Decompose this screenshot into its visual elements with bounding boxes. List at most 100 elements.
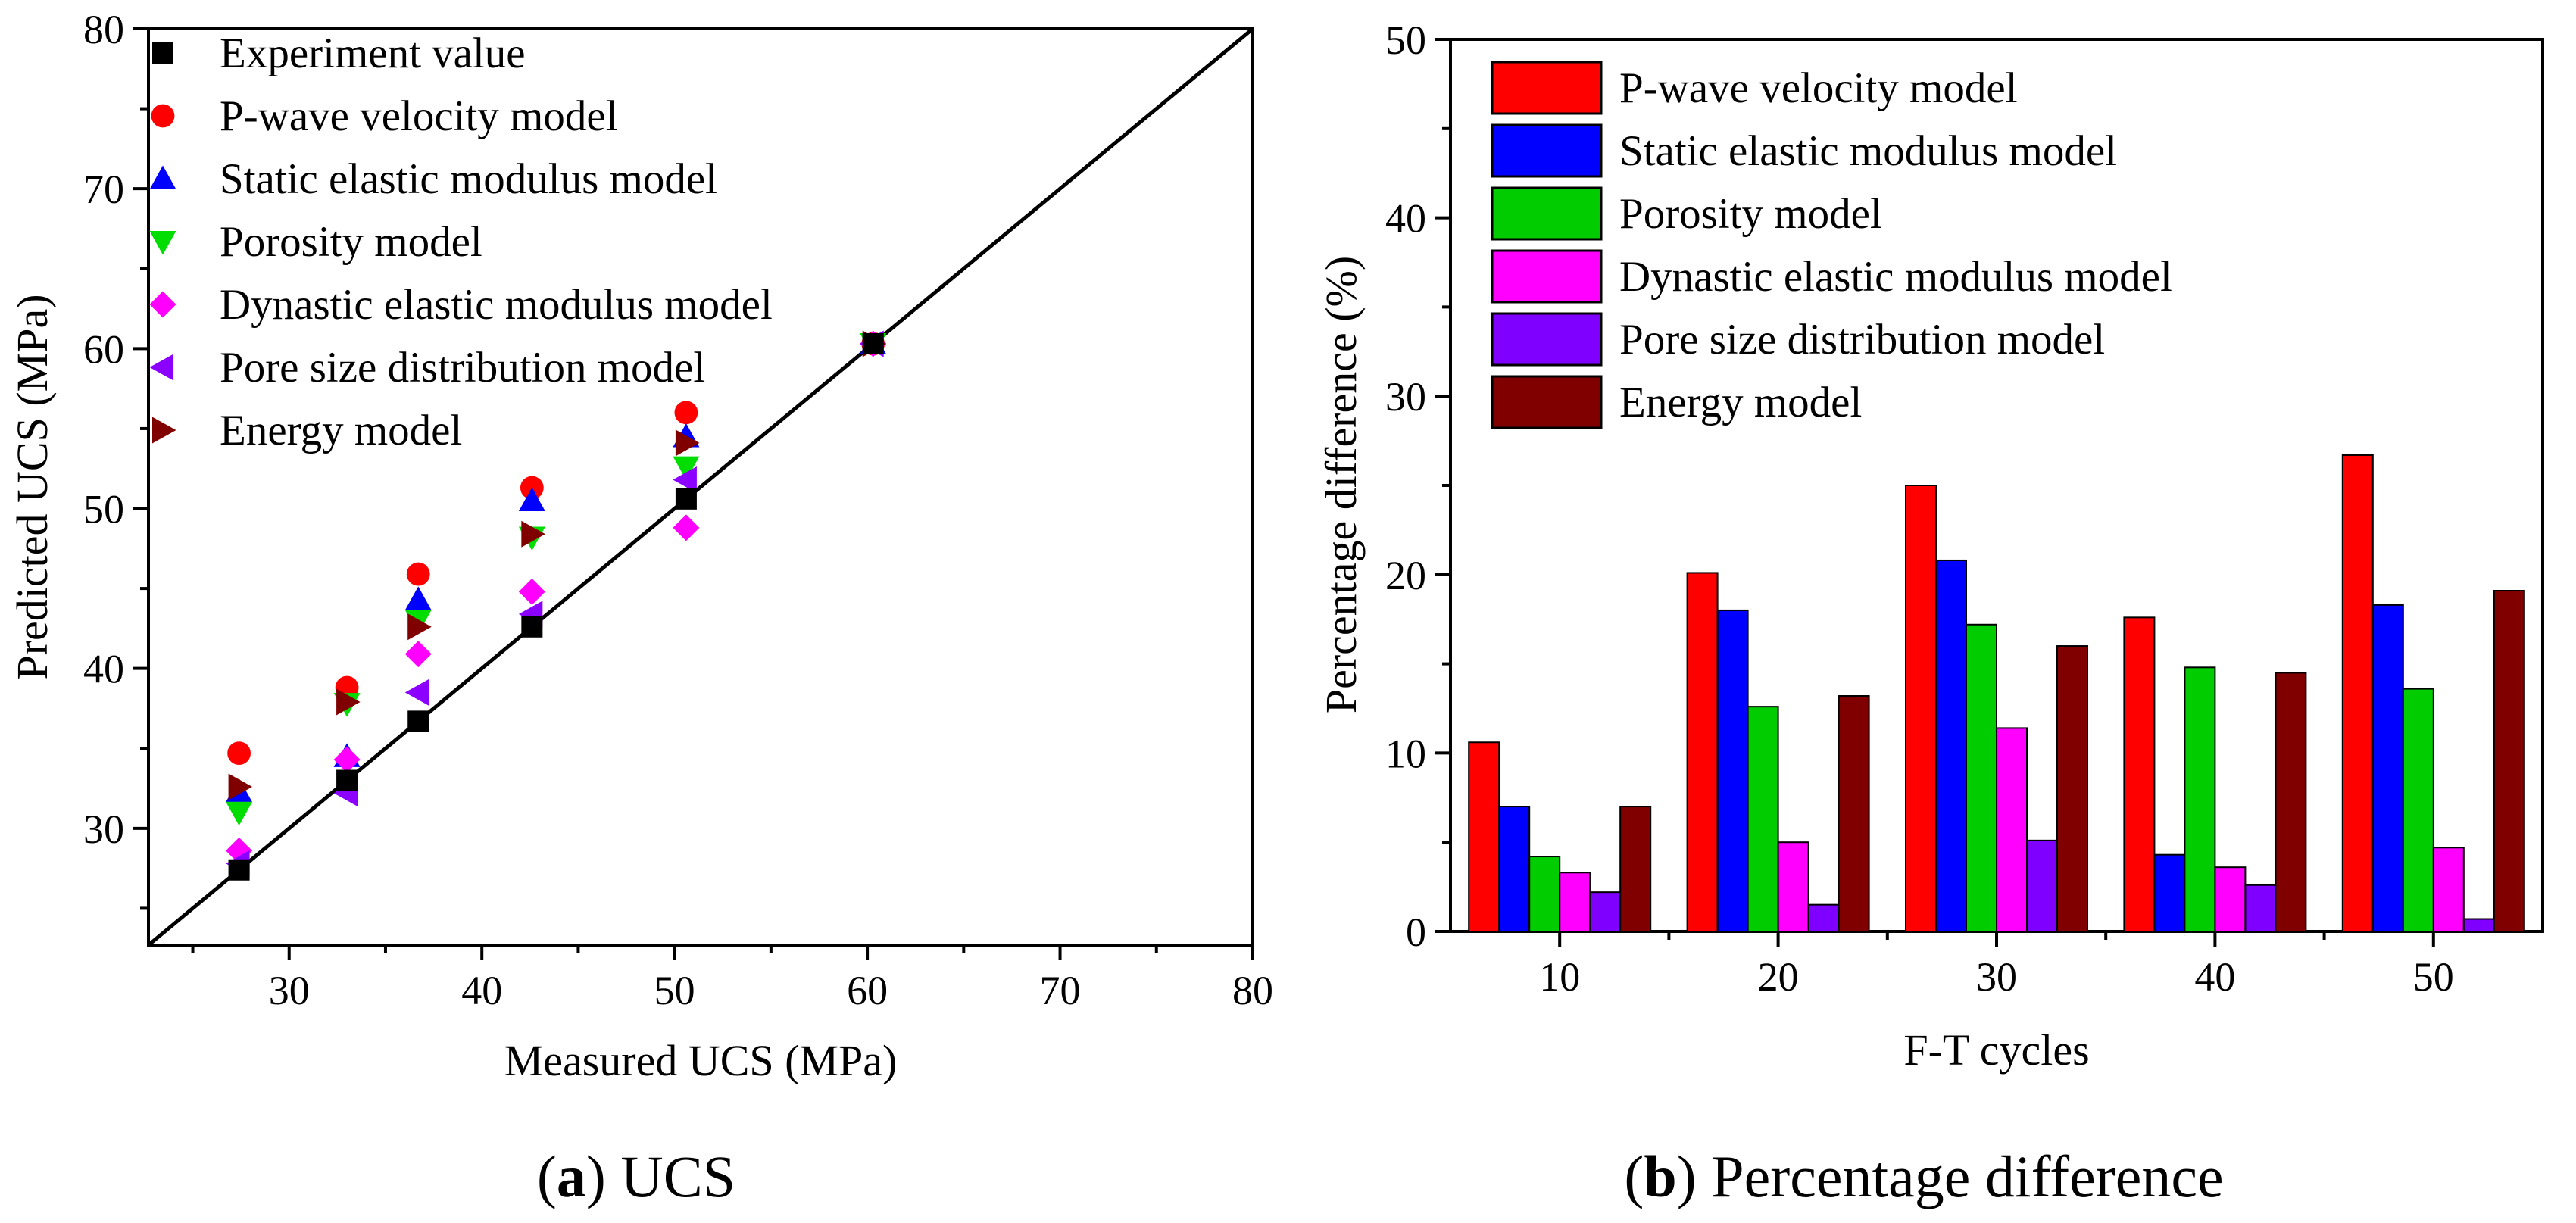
y-tick-label: 10 (1385, 731, 1426, 776)
bar-pore-size-distribution-model (2026, 839, 2058, 932)
bar-dynastic-elastic-modulus-model (1996, 727, 2028, 933)
y-tick-label: 20 (1385, 553, 1426, 598)
data-point-p-wave-velocity-model (674, 401, 698, 425)
caption-a-label: a (557, 1143, 586, 1209)
legend-marker-experiment-value (152, 42, 173, 64)
data-point-energy-model (407, 613, 432, 641)
bar-p-wave-velocity-model (2341, 454, 2374, 932)
y-tick-label: 70 (83, 167, 124, 212)
x-tick-label: 60 (847, 968, 888, 1013)
scatter-panel: 30 40 50 60 70 80 30 40 50 60 70 80 Experiment valu… (8, 7, 1273, 1209)
bar-energy-model (1838, 695, 1870, 932)
data-point-experiment-value (336, 769, 358, 791)
data-point-dynastic-elastic-modulus-model (333, 746, 361, 773)
legend-swatch-p-wave-velocity-model (1491, 61, 1603, 115)
bar-p-wave-velocity-model (1905, 485, 1937, 932)
x-tick-label: 30 (1976, 954, 2017, 1000)
bar-porosity-model (1528, 856, 1561, 932)
bar-p-wave-velocity-model (1468, 741, 1500, 932)
legend-label: P-wave velocity model (1619, 64, 2018, 112)
data-point-pore-size-distribution-model (404, 679, 429, 706)
data-point-energy-model (521, 520, 545, 548)
bar-panel: 0 10 20 30 40 50 10 20 30 40 50 P-wave velocity mo… (1316, 17, 2544, 1209)
bar-dynastic-elastic-modulus-model (1777, 841, 1809, 932)
data-point-experiment-value (228, 859, 250, 881)
legend-b: P-wave velocity model Static elastic modu… (1491, 61, 2172, 429)
caption-b-text: Percentage difference (1711, 1143, 2223, 1209)
x-axis-label: F-T cycles (1903, 1025, 2089, 1075)
bar-energy-model (2056, 645, 2088, 932)
data-point-static-elastic-modulus-model (404, 586, 432, 610)
bar-porosity-model (2402, 688, 2434, 932)
bar-pore-size-distribution-model (1807, 903, 1840, 933)
data-point-dynastic-elastic-modulus-model (673, 514, 700, 541)
bar-p-wave-velocity-model (2123, 616, 2156, 932)
data-point-pore-size-distribution-model (673, 466, 697, 493)
x-tick-label: 70 (1040, 968, 1081, 1013)
x-tick-label: 80 (1232, 968, 1273, 1013)
y-tick-label: 80 (83, 7, 124, 52)
caption-b: (b) Percentage difference (1624, 1143, 2223, 1209)
y-tick-label: 50 (83, 487, 124, 532)
y-axis-label: Percentage difference (%) (1316, 256, 1366, 713)
legend-marker-p-wave-velocity-model (151, 104, 175, 128)
data-point-dynastic-elastic-modulus-model (404, 641, 432, 668)
data-point-p-wave-velocity-model (227, 741, 251, 765)
bar-energy-model (2275, 672, 2307, 932)
y-tick-label: 40 (83, 647, 124, 692)
legend-label: Static elastic modulus model (1619, 127, 2117, 175)
legend-label: Static elastic modulus model (220, 155, 717, 203)
data-point-porosity-model (673, 456, 700, 481)
legend-label: Experiment value (220, 30, 526, 77)
legend-label: Pore size distribution model (1619, 316, 2105, 363)
bar-pore-size-distribution-model (2244, 884, 2277, 933)
data-point-static-elastic-modulus-model (518, 487, 545, 511)
y-tick-label: 60 (83, 326, 124, 372)
data-point-experiment-value (407, 710, 429, 732)
y-tick-label: 50 (1385, 17, 1426, 63)
data-point-dynastic-elastic-modulus-model (518, 578, 545, 605)
y-tick-label: 0 (1406, 909, 1426, 955)
legend-marker-pore-size-distribution-model (149, 354, 173, 381)
data-point-energy-model (228, 773, 253, 800)
bar-dynastic-elastic-modulus-model (2214, 866, 2247, 932)
bar-porosity-model (1966, 623, 1997, 932)
legend-swatch-energy-model (1491, 375, 1603, 429)
legend-label: Dynastic elastic modulus model (220, 281, 773, 329)
bar-static-elastic-modulus-model (2153, 853, 2186, 933)
legend-label: Pore size distribution model (220, 344, 705, 392)
data-point-porosity-model (226, 801, 253, 826)
y-tick-label: 30 (1385, 374, 1426, 420)
legend-label: Energy model (220, 407, 462, 454)
data-point-experiment-value (675, 488, 697, 510)
data-point-experiment-value (521, 616, 543, 638)
legend-marker-porosity-model (149, 231, 176, 255)
caption-a-text: UCS (620, 1143, 735, 1209)
bar-energy-model (1619, 806, 1652, 932)
bar-static-elastic-modulus-model (1935, 559, 1967, 933)
bar-dynastic-elastic-modulus-model (1559, 872, 1591, 932)
y-tick-label: 40 (1385, 196, 1426, 242)
caption-a: (a) UCS (537, 1143, 735, 1209)
data-point-energy-model (675, 429, 700, 457)
x-tick-label: 40 (461, 968, 502, 1013)
data-point-p-wave-velocity-model (406, 562, 430, 586)
y-tick-label: 30 (83, 806, 124, 852)
bar-pore-size-distribution-model (2462, 918, 2495, 933)
legend-marker-static-elastic-modulus-model (149, 165, 176, 189)
legend-marker-dynastic-elastic-modulus-model (149, 291, 176, 318)
bar-p-wave-velocity-model (1686, 572, 1719, 932)
bar-static-elastic-modulus-model (2371, 604, 2404, 932)
legend-swatch-static-elastic-modulus-model (1491, 123, 1603, 178)
caption-b-label: b (1644, 1143, 1676, 1209)
y-axis-label: Predicted UCS (MPa) (8, 294, 57, 679)
x-tick-label: 30 (269, 968, 310, 1013)
bar-static-elastic-modulus-model (1716, 609, 1749, 932)
plot-frame-a (147, 27, 1254, 947)
data-point-energy-model (336, 688, 361, 716)
legend-label: Porosity model (1619, 190, 1882, 238)
bar-porosity-model (1747, 706, 1779, 932)
legend-label: P-wave velocity model (220, 92, 618, 140)
legend-swatch-pore-size-distribution-model (1491, 312, 1603, 367)
